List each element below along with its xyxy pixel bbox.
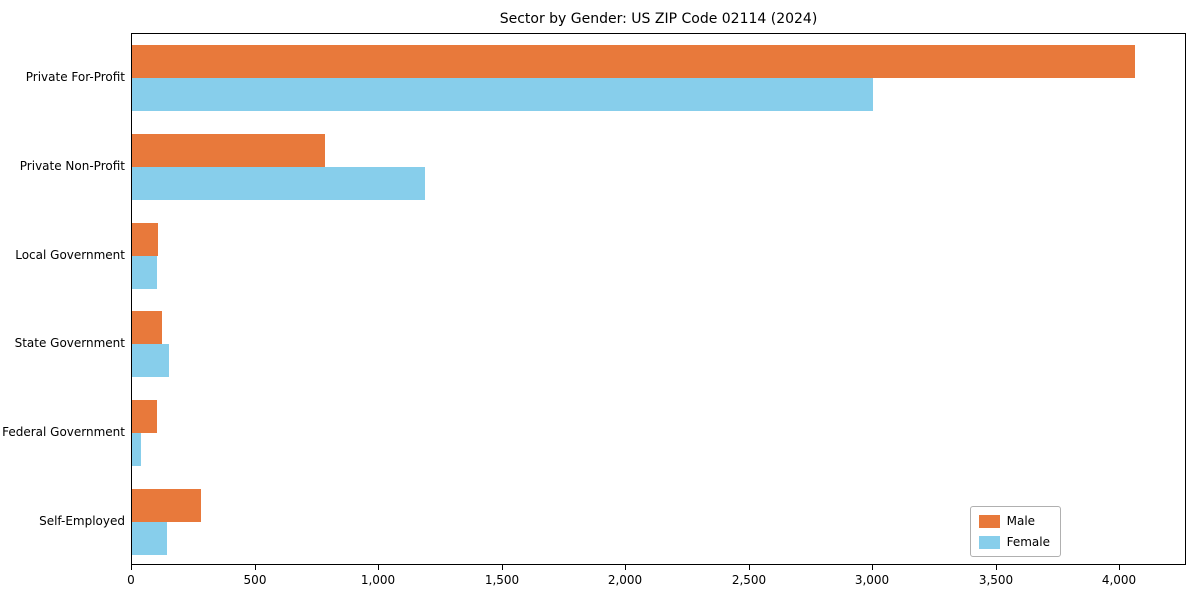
x-tick-mark: [131, 565, 132, 570]
legend: Male Female: [969, 506, 1061, 557]
y-tick-label: Self-Employed: [39, 514, 125, 528]
x-tick-mark: [625, 565, 626, 570]
bar-female-local-government: [132, 256, 157, 289]
x-tick-mark: [872, 565, 873, 570]
bar-female-self-employed: [132, 522, 167, 555]
x-tick-mark: [255, 565, 256, 570]
x-tick-label: 0: [127, 573, 135, 587]
legend-item-male: Male: [978, 514, 1050, 528]
y-tick-label: Federal Government: [2, 425, 125, 439]
chart-title: Sector by Gender: US ZIP Code 02114 (202…: [499, 11, 818, 27]
bar-male-state-government: [132, 311, 162, 344]
legend-item-female: Female: [978, 535, 1050, 549]
x-tick-mark: [378, 565, 379, 570]
bar-female-private-for-profit: [132, 78, 873, 111]
x-tick-label: 2,000: [607, 573, 643, 587]
x-tick-mark: [749, 565, 750, 570]
legend-label: Male: [1006, 514, 1036, 528]
y-tick-label: Local Government: [15, 248, 125, 262]
plot-area: [131, 33, 1186, 565]
legend-label: Female: [1006, 535, 1050, 549]
legend-swatch-female: [978, 535, 1000, 549]
bar-female-federal-government: [132, 433, 141, 466]
x-tick-mark: [1119, 565, 1120, 570]
bar-male-local-government: [132, 223, 158, 256]
legend-swatch-male: [978, 514, 1000, 528]
x-tick-label: 4,000: [1101, 573, 1137, 587]
x-tick-mark: [502, 565, 503, 570]
x-tick-label: 3,000: [854, 573, 890, 587]
x-tick-label: 500: [243, 573, 267, 587]
y-tick-label: State Government: [14, 336, 125, 350]
x-tick-mark: [996, 565, 997, 570]
bar-male-private-for-profit: [132, 45, 1135, 78]
x-tick-label: 1,000: [360, 573, 396, 587]
x-tick-label: 3,500: [978, 573, 1014, 587]
y-tick-label: Private Non-Profit: [19, 159, 125, 173]
bar-female-private-non-profit: [132, 167, 425, 200]
bar-female-state-government: [132, 344, 169, 377]
bar-male-federal-government: [132, 400, 157, 433]
y-tick-label: Private For-Profit: [25, 70, 125, 84]
bar-male-self-employed: [132, 489, 201, 522]
bar-male-private-non-profit: [132, 134, 325, 167]
x-tick-label: 2,500: [731, 573, 767, 587]
x-tick-label: 1,500: [484, 573, 520, 587]
